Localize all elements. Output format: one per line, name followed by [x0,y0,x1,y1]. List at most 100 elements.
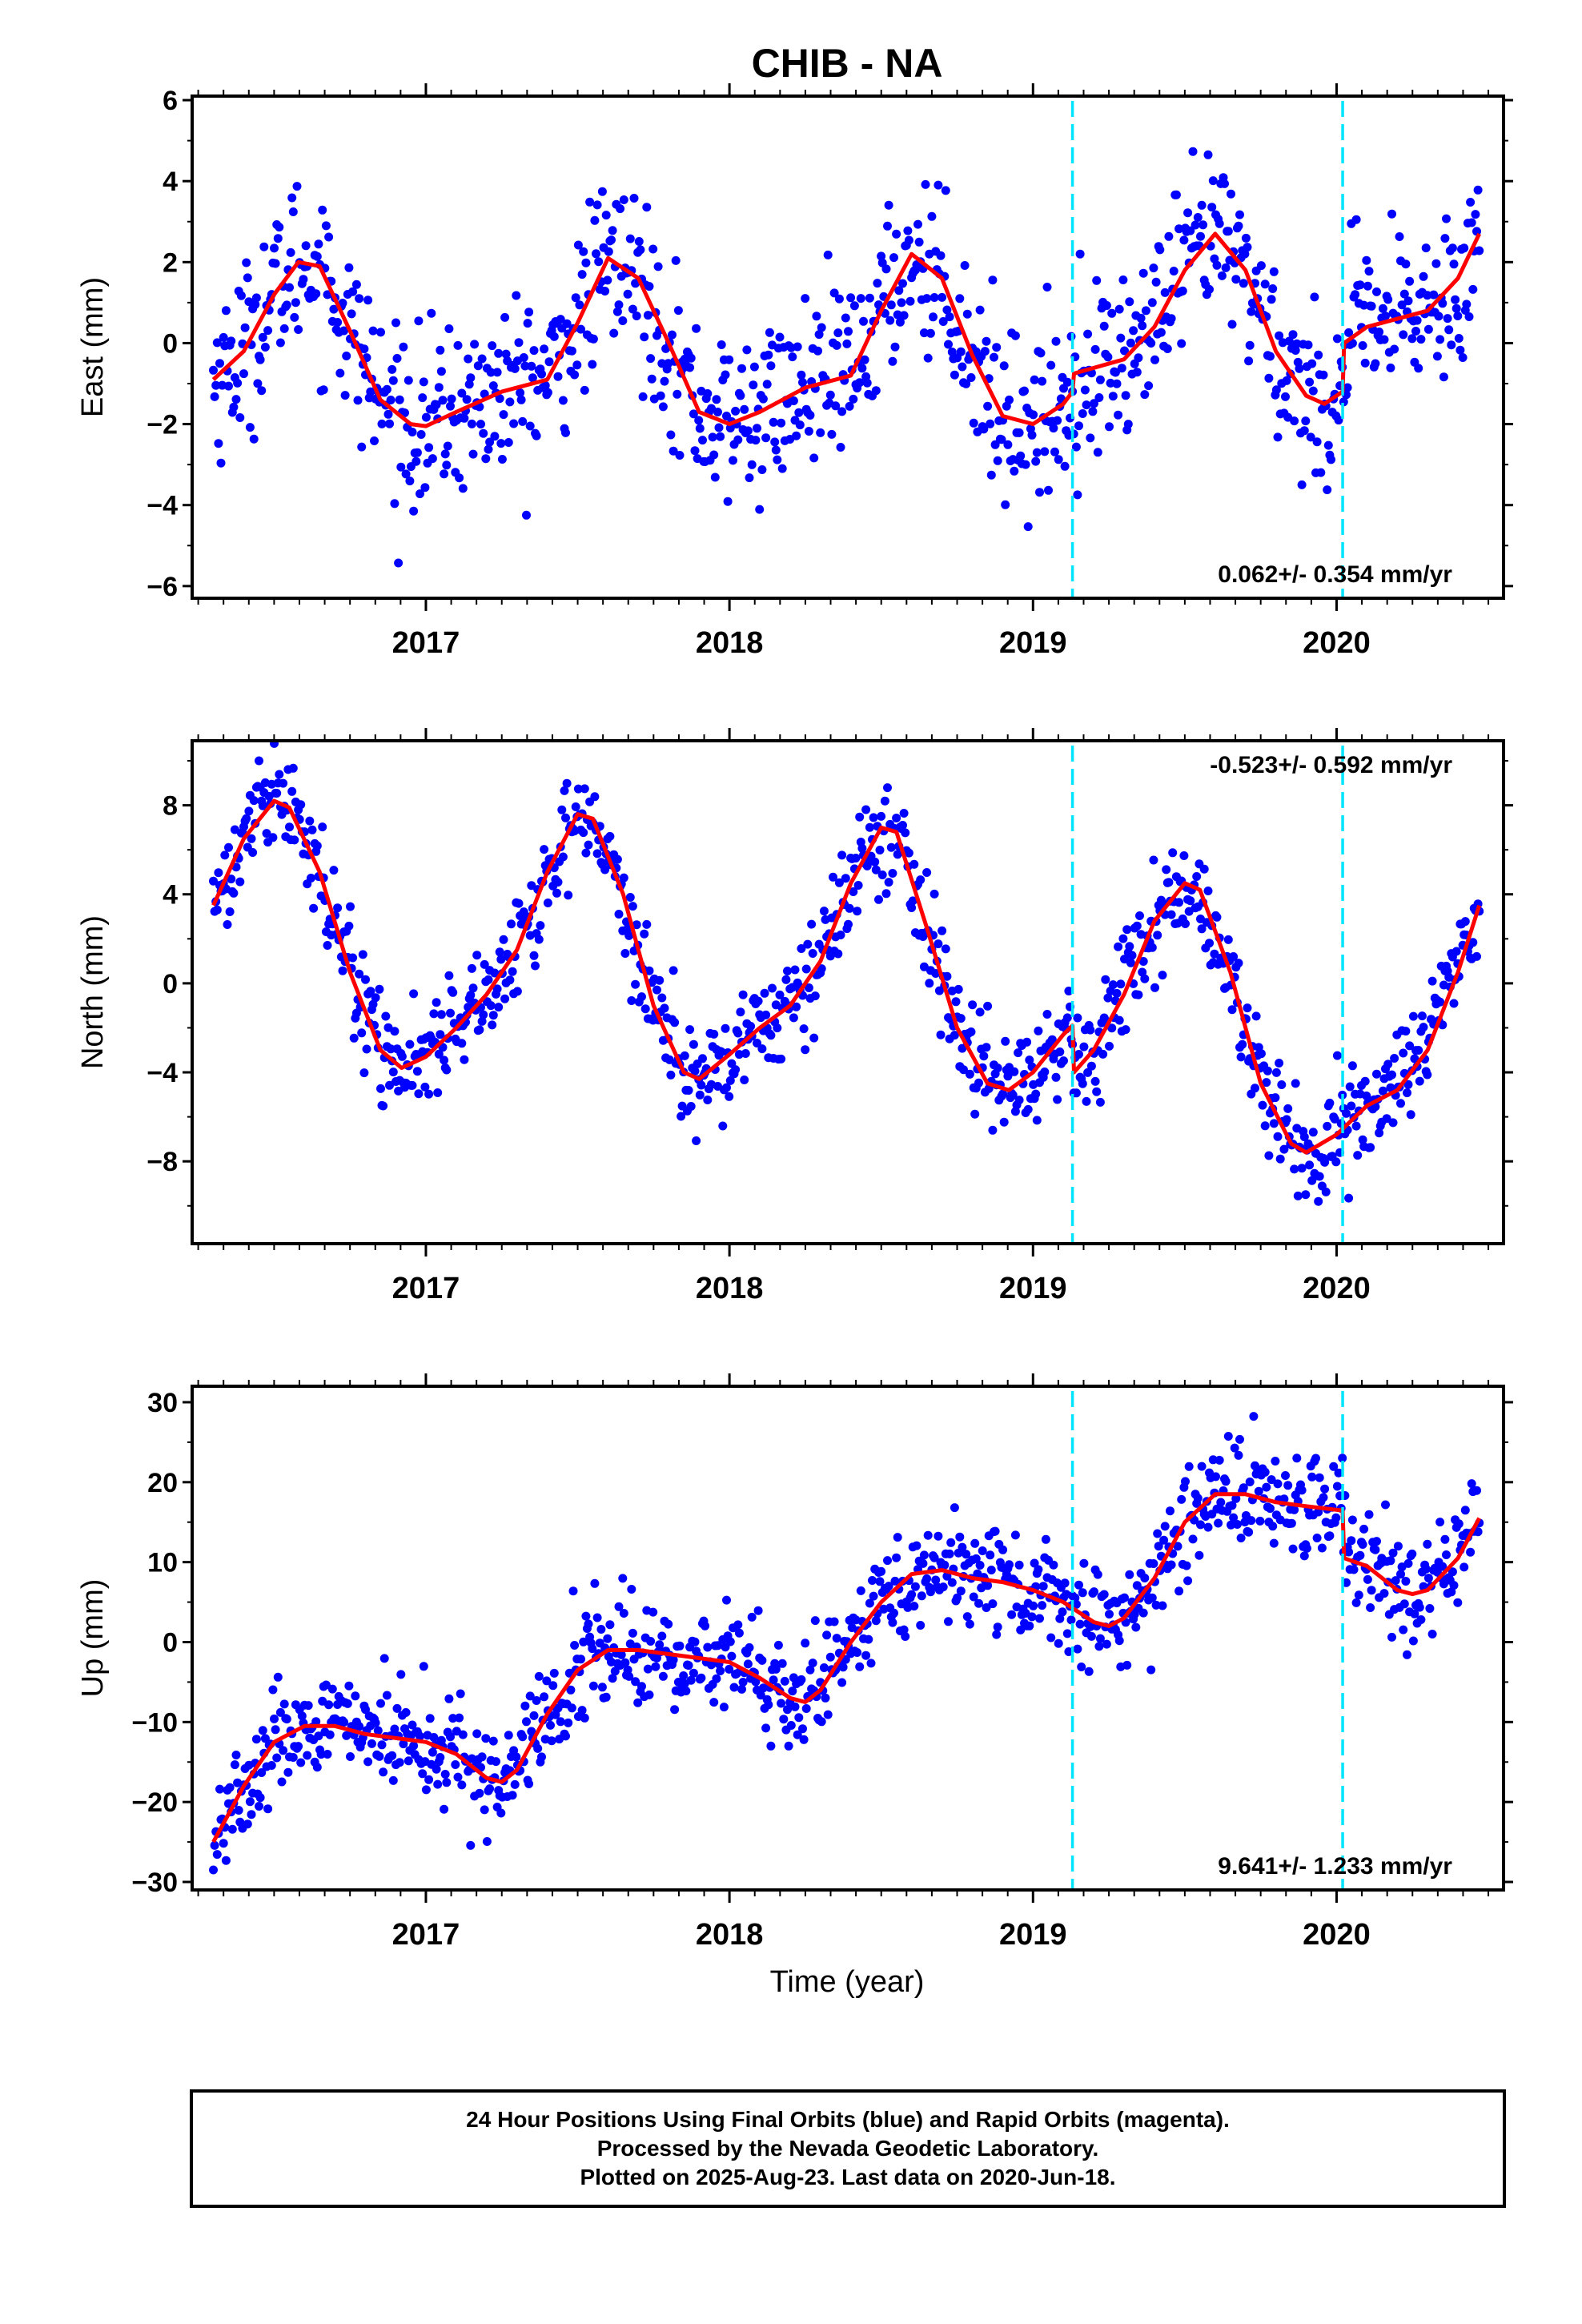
data-point [379,1101,388,1111]
data-point [597,1683,607,1692]
data-point [429,1733,439,1742]
data-point [731,406,741,416]
data-point [647,374,656,384]
data-point [790,965,800,975]
data-point [1358,341,1367,350]
data-point [689,409,698,419]
data-point [797,370,806,380]
data-point [285,283,294,292]
data-point [1295,364,1304,373]
data-point [954,984,963,994]
data-point [505,397,515,407]
data-point [970,1538,980,1548]
data-point [390,1027,400,1036]
data-point [666,430,676,440]
data-point [756,1691,765,1700]
data-point [729,1683,739,1692]
data-point [821,1693,830,1703]
data-point [1025,1055,1034,1065]
data-point [432,400,441,409]
data-point [1135,911,1144,920]
data-point [277,1777,287,1787]
data-point [348,287,358,296]
data-point [486,1001,496,1011]
x-tick-label: 2018 [696,1272,764,1305]
data-point [1114,410,1123,420]
data-point [884,1582,893,1591]
data-point [722,1083,731,1092]
data-point [1125,942,1134,951]
data-point [1345,1082,1355,1092]
data-point [1273,1132,1283,1141]
data-point [588,360,597,369]
data-point [1344,328,1354,337]
data-point [813,346,822,356]
data-point [1227,320,1237,329]
data-point [729,456,737,465]
data-point [1220,179,1229,188]
data-point [245,1797,255,1807]
data-point [1234,1450,1243,1460]
data-point [468,449,478,459]
data-point [1351,1121,1361,1131]
data-point [427,308,436,318]
data-point [311,289,321,299]
data-point [1035,1614,1044,1623]
data-point [1277,1080,1287,1089]
data-point [1074,421,1083,431]
data-point [907,903,917,912]
data-point [684,1661,693,1671]
data-point [1150,983,1159,992]
data-point [1040,447,1050,456]
data-point [1344,1193,1354,1203]
data-point [299,275,308,284]
data-point [279,324,289,333]
data-point [1435,335,1445,344]
data-point [368,326,378,336]
data-point [1408,1011,1418,1021]
data-point [1064,987,1074,995]
data-point [942,971,952,981]
data-point [1073,490,1082,500]
data-point [742,345,752,355]
data-point [1055,1047,1065,1056]
data-point [1308,1128,1318,1137]
data-point [1051,1072,1061,1082]
data-point [1102,301,1111,310]
data-point [1273,1479,1283,1489]
data-point [392,354,402,363]
data-point [414,1089,424,1099]
y-tick-label: −10 [131,1707,178,1738]
data-point [618,316,628,325]
data-point [270,243,279,253]
data-point [846,293,856,303]
data-point [447,394,456,404]
data-point [642,203,652,212]
data-point [899,809,909,818]
data-point [1236,1052,1246,1062]
data-point [944,340,953,349]
data-point [1251,1084,1259,1093]
data-point [1399,1625,1408,1634]
data-point [1386,363,1395,372]
data-point [709,1029,719,1039]
data-point [792,1002,801,1011]
data-point [638,392,648,401]
data-point [288,763,298,773]
data-point [958,1542,967,1552]
data-point [753,424,761,433]
data-point [1179,851,1189,860]
data-point [892,1553,901,1562]
data-point [881,889,891,899]
data-point [1125,1570,1134,1579]
data-point [773,455,782,464]
data-point [1049,1560,1058,1570]
data-point [941,186,950,195]
data-point [496,439,506,448]
data-point [799,1024,809,1034]
data-point [1408,1636,1418,1646]
data-point [388,1775,398,1785]
data-point [874,300,883,310]
data-point [1134,990,1143,999]
data-point [412,456,421,466]
